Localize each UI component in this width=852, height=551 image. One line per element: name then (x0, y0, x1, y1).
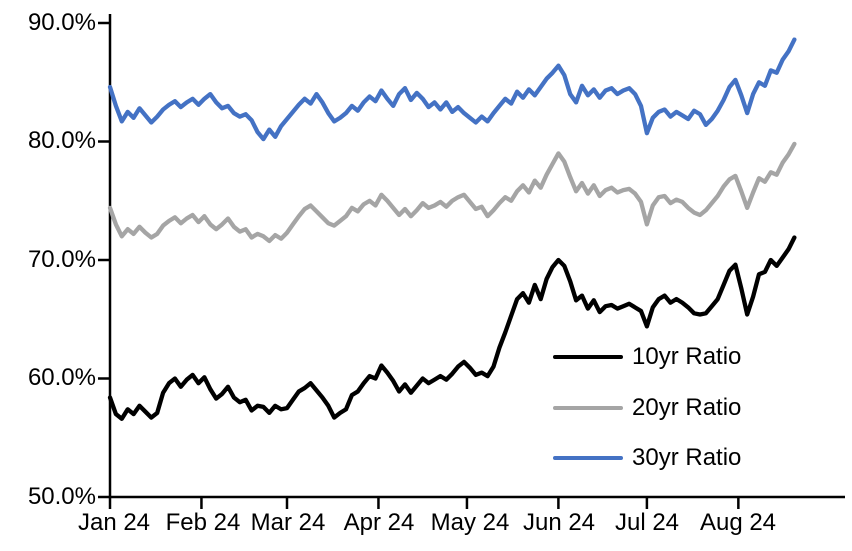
legend-line-swatch-20yr (553, 406, 623, 410)
x-axis-tick-label: Jan 24 (77, 509, 151, 536)
x-axis-tick-label: May 24 (430, 509, 510, 536)
y-axis-tick-label: 70.0% (27, 246, 96, 273)
legend-label-10yr: 10yr Ratio (632, 343, 742, 370)
legend-label-20yr: 20yr Ratio (632, 394, 742, 421)
x-axis-tick-label: Jun 24 (522, 509, 596, 536)
series-line-30yr-ratio (107, 37, 797, 142)
x-axis-tick-label: Mar 24 (250, 509, 326, 536)
legend-item-10yr-ratio: 10yr Ratio (553, 343, 741, 371)
legend-line-swatch-10yr (553, 355, 623, 359)
legend-item-30yr-ratio: 30yr Ratio (553, 444, 741, 472)
y-axis-tick-label: 80.0% (27, 127, 96, 154)
legend-line-swatch-30yr (553, 456, 623, 460)
y-axis-tick-label: 50.0% (27, 483, 96, 510)
x-axis-tick-label: Aug 24 (699, 509, 777, 536)
x-axis-tick-label: Feb 24 (165, 509, 241, 536)
y-axis-tick-label: 90.0% (27, 9, 96, 36)
x-axis-tick-label: Apr 24 (343, 509, 415, 536)
series-line-10yr-ratio (107, 235, 797, 421)
legend-label-30yr: 30yr Ratio (632, 444, 742, 471)
series-line-20yr-ratio (107, 141, 797, 244)
y-axis-tick-label: 60.0% (27, 364, 96, 391)
x-axis-tick-label: Jul 24 (614, 509, 680, 536)
legend-item-20yr-ratio: 20yr Ratio (553, 394, 741, 422)
